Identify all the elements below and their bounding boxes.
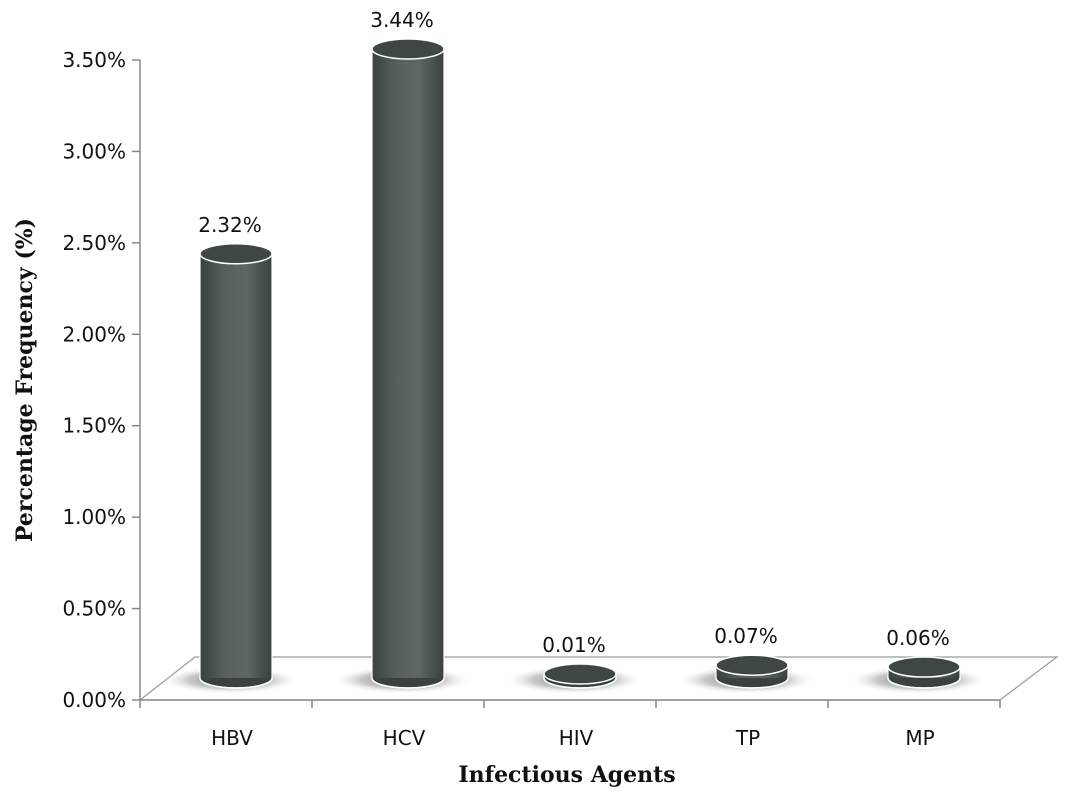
bar-body — [372, 49, 444, 678]
x-tick-label: MP — [905, 726, 934, 750]
bars — [200, 39, 960, 688]
y-tick-label: 1.00% — [62, 505, 126, 529]
x-tick-label: TP — [735, 726, 760, 750]
y-tick-label: 0.50% — [62, 597, 126, 621]
bar-chart: 0.00% 0.50% 1.00% 1.50% 2.00% 2.50% 3.00% 3.50%… — [0, 0, 1067, 800]
bar-body — [200, 254, 272, 678]
bar-top — [544, 664, 616, 684]
y-tick-label: 3.50% — [62, 48, 126, 72]
y-tick-label: 2.50% — [62, 231, 126, 255]
data-label: 3.44% — [370, 8, 434, 32]
y-tick-label: 3.00% — [62, 139, 126, 163]
bar-top — [372, 39, 444, 59]
x-axis-ticks: HBV HCV HIV TP MP — [140, 700, 1000, 750]
x-tick-label: HIV — [559, 726, 594, 750]
bar-hbv — [200, 244, 272, 688]
x-tick-label: HBV — [211, 726, 253, 750]
data-label: 0.01% — [542, 633, 606, 657]
bar-top — [200, 244, 272, 264]
data-labels: 2.32% 3.44% 0.01% 0.07% 0.06% — [198, 8, 950, 657]
y-axis-ticks: 0.00% 0.50% 1.00% 1.50% 2.00% 2.50% 3.00% 3.50% — [62, 48, 140, 712]
bar-tp — [716, 655, 788, 688]
data-label: 0.06% — [886, 626, 950, 650]
y-axis-title: Percentage Frequency (%) — [12, 218, 38, 542]
data-label: 0.07% — [714, 624, 778, 648]
y-tick-label: 0.00% — [62, 688, 126, 712]
bar-hiv — [544, 664, 616, 688]
bar-hcv — [372, 39, 444, 688]
chart-canvas: 0.00% 0.50% 1.00% 1.50% 2.00% 2.50% 3.00% 3.50%… — [0, 0, 1067, 800]
x-axis-title: Infectious Agents — [458, 762, 675, 788]
bar-top — [888, 657, 960, 677]
y-tick-label: 2.00% — [62, 322, 126, 346]
y-tick-label: 1.50% — [62, 414, 126, 438]
x-tick-label: HCV — [383, 726, 426, 750]
bar-top — [716, 655, 788, 675]
data-label: 2.32% — [198, 213, 262, 237]
bar-mp — [888, 657, 960, 688]
